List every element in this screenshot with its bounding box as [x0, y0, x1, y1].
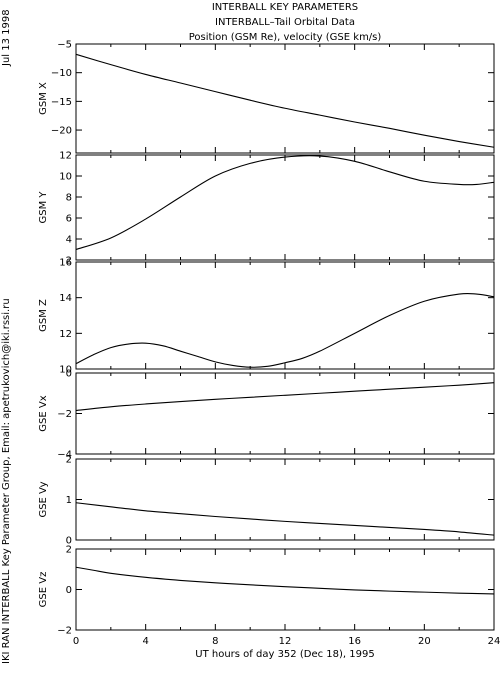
y-tick-label-gse-vx: 0	[66, 369, 72, 380]
series-line-gse-vy	[75, 502, 495, 536]
y-tick-label-gse-vx: −4	[57, 450, 72, 461]
x-tick-label: 0	[73, 636, 79, 647]
panel-frame-gsm-z	[75, 261, 495, 370]
y-tick-label-gse-vz: 0	[66, 585, 72, 596]
x-tick-label: 20	[418, 636, 431, 647]
y-tick-label-gsm-x: −20	[51, 126, 72, 137]
y-tick-label-gse-vy: 0	[66, 536, 72, 547]
y-tick-label-gsm-y: 6	[66, 214, 72, 225]
figure-subtitle: INTERBALL–Tail Orbital Data	[215, 17, 355, 28]
y-tick-label-gsm-x: −10	[51, 68, 72, 79]
series-line-gse-vx	[75, 382, 495, 412]
x-tick-label: 24	[488, 636, 501, 647]
y-tick-label-gsm-z: 14	[59, 293, 72, 304]
y-tick-label-gsm-y: 10	[59, 172, 72, 183]
y-tick-label-gse-vz: −2	[57, 626, 72, 637]
y-tick-label-gse-vy: 1	[66, 495, 72, 506]
y-axis-label-gsm-x: GSM X	[38, 82, 49, 115]
y-tick-label-gsm-x: −5	[57, 40, 72, 51]
y-axis-label-gse-vz: GSE Vz	[38, 572, 49, 608]
series-line-gsm-x	[75, 53, 495, 148]
x-tick-label: 8	[212, 636, 218, 647]
y-axis-label-gsm-z: GSM Z	[38, 299, 49, 332]
y-tick-label-gsm-z: 16	[59, 258, 72, 269]
figure-caption: Position (GSM Re), velocity (GSE km/s)	[188, 32, 382, 43]
y-tick-label-gse-vz: 2	[66, 545, 72, 556]
y-tick-label-gsm-z: 12	[59, 329, 72, 340]
y-tick-label-gsm-x: −15	[51, 97, 72, 108]
x-tick-label: 16	[348, 636, 361, 647]
panel-frame-gse-vy	[75, 458, 495, 541]
panel-frame-gsm-y	[75, 154, 495, 261]
panel-frame-gse-vx	[75, 372, 495, 455]
series-line-gsm-z	[75, 292, 495, 368]
x-tick-label: 4	[142, 636, 148, 647]
y-axis-label-gse-vy: GSE Vy	[38, 481, 49, 517]
y-tick-label-gsm-y: 8	[66, 193, 72, 204]
panel-frame-gse-vz	[75, 548, 495, 631]
y-tick-label-gsm-z: 10	[59, 365, 72, 376]
y-axis-label-gse-vx: GSE Vx	[38, 395, 49, 431]
y-tick-label-gse-vy: 2	[66, 455, 72, 466]
y-tick-label-gsm-y: 2	[66, 256, 72, 267]
figure-title: INTERBALL KEY PARAMETERS	[211, 2, 359, 13]
series-line-gse-vz	[75, 566, 495, 595]
x-tick-label: 12	[279, 636, 292, 647]
x-axis-label: UT hours of day 352 (Dec 18), 1995	[195, 649, 374, 660]
y-tick-label-gse-vx: −2	[57, 409, 72, 420]
y-tick-label-gsm-y: 4	[66, 235, 72, 246]
series-line-gsm-y	[75, 155, 495, 251]
y-tick-label-gsm-y: 12	[59, 151, 72, 162]
y-axis-label-gsm-y: GSM Y	[38, 191, 49, 224]
